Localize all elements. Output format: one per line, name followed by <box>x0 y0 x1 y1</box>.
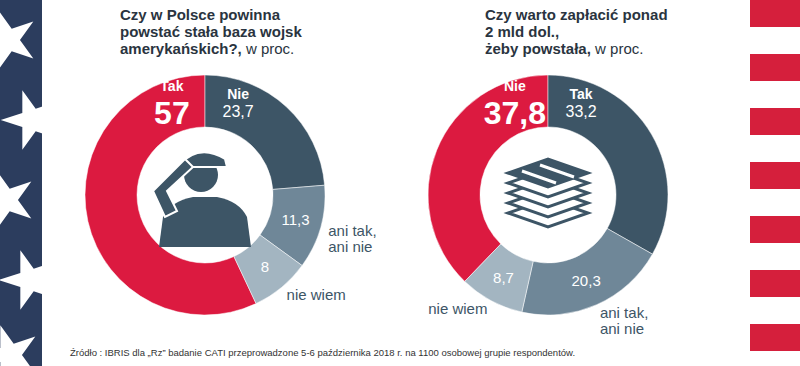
category-label: Tak <box>570 86 593 102</box>
value-label: 33,2 <box>566 103 597 120</box>
value-label: 8 <box>261 258 269 275</box>
value-label: 23,7 <box>223 103 254 120</box>
flag-stripe <box>750 270 800 297</box>
category-label: nie wiem <box>287 286 346 303</box>
category-label: Tak <box>160 78 183 94</box>
flag-star <box>0 1 44 73</box>
chart-container: Czy w Polsce powinnapowstać stała baza w… <box>0 0 800 366</box>
chart-title: Czy warto zapłacić ponad2 mld dol.,żeby … <box>485 6 668 57</box>
flag-stripe <box>750 0 800 27</box>
icon-arm <box>153 159 193 217</box>
flag-stripe <box>750 351 800 366</box>
flag-stripe <box>750 162 800 189</box>
source-note: Źródło : IBRIS dla „Rz” badanie CATI prz… <box>70 347 575 358</box>
flag-stripe <box>750 135 800 162</box>
center-icon <box>139 129 271 261</box>
decoration <box>0 0 800 366</box>
flag-star <box>0 81 68 153</box>
pie-chart: Czy w Polsce powinnapowstać stała baza w… <box>85 6 377 315</box>
value-label: 20,3 <box>572 272 601 289</box>
icon-bill-top <box>508 159 588 187</box>
background <box>0 0 800 366</box>
category-label: Nie <box>504 78 526 94</box>
hole <box>482 129 614 261</box>
category-label: ani tak,ani nie <box>600 304 648 337</box>
category-label: Nie <box>227 86 249 102</box>
category-label: ani tak,ani nie <box>328 222 376 255</box>
chart-title: Czy w Polsce powinnapowstać stała baza w… <box>120 6 302 57</box>
value-label: 37,8 <box>484 95 546 131</box>
data-labels: Nie37,8 Tak33,2 20,3 ani tak,ani nie 8,7 nie … <box>428 78 648 337</box>
pie-slices <box>428 75 668 315</box>
flag-stripe <box>750 297 800 324</box>
flag-stripe <box>750 108 800 135</box>
data-labels: Tak57 Nie23,7 11,3 ani tak,ani nie 8 nie wiem <box>154 78 377 303</box>
flag-stripe <box>750 54 800 81</box>
flag-stripe <box>750 216 800 243</box>
value-label: 8,7 <box>493 269 514 286</box>
flag-star <box>0 161 42 233</box>
value-label: 57 <box>154 95 190 131</box>
flag-stripe <box>750 27 800 54</box>
icon-bill <box>508 159 588 187</box>
center-icon <box>482 129 614 261</box>
flag-star <box>0 241 66 313</box>
flag-stripe <box>750 324 800 351</box>
flag-star <box>0 316 46 366</box>
icon-band <box>522 165 574 183</box>
pie-chart: Czy warto zapłacić ponad2 mld dol.,żeby … <box>428 6 668 337</box>
value-label: 11,3 <box>281 211 309 228</box>
flag-stripe <box>750 189 800 216</box>
pie-slices <box>85 75 325 315</box>
category-label: nie wiem <box>428 300 487 317</box>
hole <box>139 129 271 261</box>
flag-stripe <box>750 81 800 108</box>
chart-svg: Czy w Polsce powinnapowstać stała baza w… <box>0 0 800 366</box>
flag-stripe <box>750 243 800 270</box>
